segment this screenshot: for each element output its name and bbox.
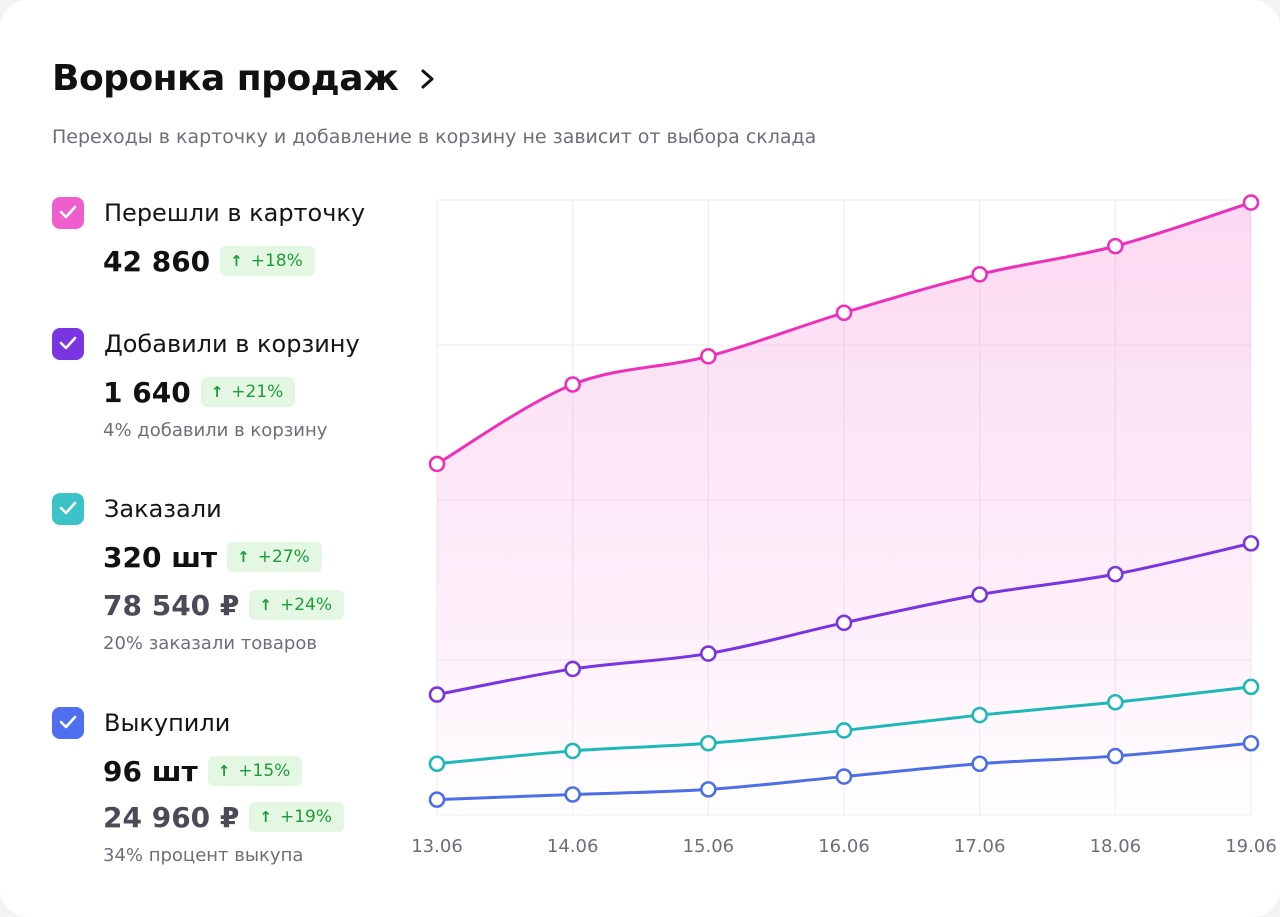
check-icon: [59, 204, 77, 223]
data-point: [1107, 747, 1124, 765]
data-point: [1107, 565, 1124, 583]
data-point: [835, 768, 853, 785]
arrow-up-icon: ↑: [259, 808, 272, 826]
arrow-up-icon: ↑: [237, 548, 250, 566]
metric-label: Заказали: [104, 495, 222, 523]
page-title: Воронка продаж: [52, 58, 399, 99]
change-value: +24%: [279, 595, 332, 615]
arrow-up-icon: ↑: [217, 762, 231, 780]
metric-note: 4% добавили в корзину: [103, 420, 328, 441]
data-point: [835, 304, 853, 322]
data-point: [971, 586, 988, 603]
change-value: +21%: [231, 382, 284, 402]
data-point: [700, 734, 717, 752]
data-point: [835, 614, 853, 632]
metric-value: 1 640: [103, 375, 191, 409]
data-point: [1107, 693, 1124, 711]
metric-checkbox-cart[interactable]: [52, 328, 84, 360]
data-point: [700, 781, 717, 798]
data-point: [700, 645, 717, 662]
x-tick-label: 14.06: [547, 836, 599, 857]
data-point: [1107, 237, 1124, 255]
data-point: [1242, 678, 1260, 696]
metric-label: Выкупили: [104, 709, 231, 737]
data-point: [564, 660, 581, 678]
metric-value: 42 860: [103, 244, 211, 278]
data-point: [428, 686, 446, 703]
data-point: [971, 755, 988, 773]
arrow-up-icon: ↑: [230, 252, 243, 270]
metric-card-orders: Заказали 320 шт ↑ +27% 78 540 ₽ ↑ +24% 2…: [52, 491, 344, 654]
metric-amount: 78 540 ₽: [103, 588, 240, 622]
data-point: [564, 786, 581, 803]
change-badge: ↑ +15%: [207, 756, 303, 786]
metric-label: Перешли в карточку: [104, 199, 366, 227]
change-badge: ↑ +24%: [249, 590, 344, 620]
data-point: [1242, 535, 1260, 552]
metric-card-cart: Добавили в корзину 1 640 ↑ +21% 4% добав…: [52, 326, 360, 441]
check-icon: [59, 500, 77, 519]
x-tick-label: 19.06: [1225, 836, 1277, 857]
change-badge: ↑ +18%: [220, 246, 315, 276]
change-badge: ↑ +21%: [200, 377, 296, 407]
x-tick-label: 16.06: [818, 836, 870, 857]
metric-card-views: Перешли в карточку 42 860 ↑ +18%: [52, 195, 365, 279]
data-point: [564, 742, 581, 760]
header: Воронка продаж: [52, 58, 438, 99]
data-point: [971, 706, 988, 724]
metric-value: 320 шт: [103, 540, 218, 574]
change-value: +19%: [279, 807, 332, 827]
data-point: [1242, 734, 1260, 752]
metric-checkbox-orders[interactable]: [52, 493, 84, 525]
chevron-right-icon[interactable]: [418, 65, 438, 93]
data-point: [564, 376, 581, 393]
metric-value: 96 шт: [103, 754, 198, 788]
data-point: [971, 266, 988, 283]
metric-note: 34% процент выкупа: [103, 845, 304, 866]
metric-checkbox-buyouts[interactable]: [52, 707, 84, 739]
metric-note: 20% заказали товаров: [103, 633, 317, 654]
change-badge: ↑ +19%: [249, 802, 344, 832]
metric-checkbox-views[interactable]: [52, 197, 84, 229]
metric-card-buyouts: Выкупили 96 шт ↑ +15% 24 960 ₽ ↑ +19% 34…: [52, 705, 344, 866]
x-tick-label: 18.06: [1090, 836, 1142, 857]
arrow-up-icon: ↑: [210, 383, 224, 401]
change-badge: ↑ +27%: [227, 542, 322, 572]
data-point: [428, 755, 446, 773]
page-subtitle: Переходы в карточку и добавление в корзи…: [52, 126, 817, 148]
change-value: +18%: [250, 251, 303, 271]
data-point: [835, 722, 853, 739]
change-value: +15%: [238, 761, 291, 781]
metric-label: Добавили в корзину: [104, 330, 360, 358]
arrow-up-icon: ↑: [259, 596, 272, 614]
check-icon: [59, 714, 77, 733]
x-tick-label: 15.06: [683, 836, 735, 857]
metric-amount: 24 960 ₽: [103, 800, 240, 834]
data-point: [700, 348, 717, 365]
x-tick-label: 13.06: [411, 836, 463, 857]
data-point: [1242, 194, 1260, 211]
data-point: [428, 791, 446, 808]
data-point: [428, 455, 446, 473]
x-tick-label: 17.06: [954, 836, 1006, 857]
check-icon: [59, 335, 77, 354]
change-value: +27%: [257, 547, 310, 567]
